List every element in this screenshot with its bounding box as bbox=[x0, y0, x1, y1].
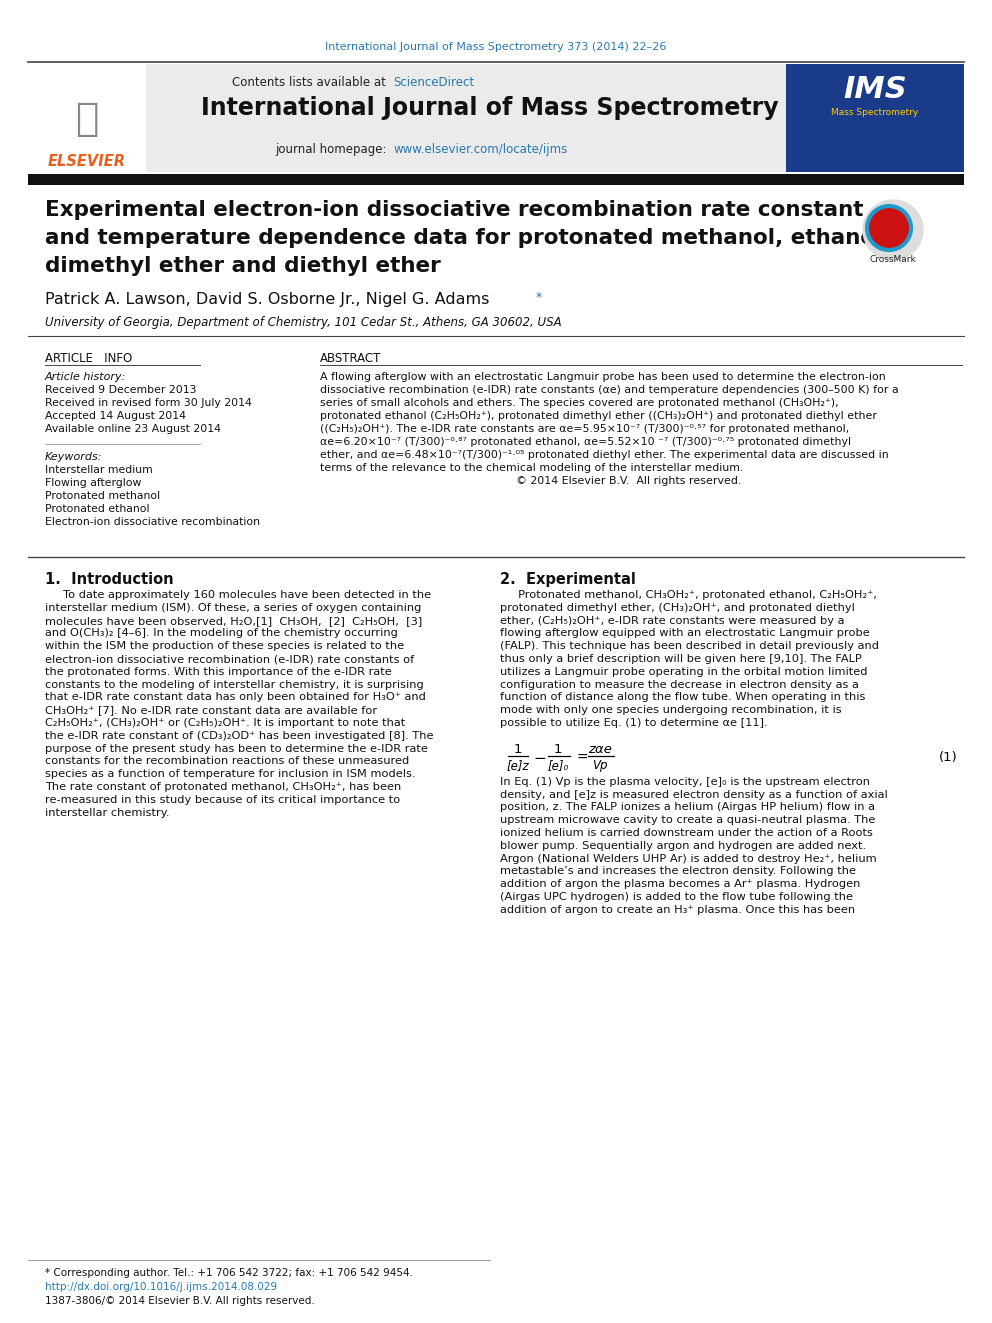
Text: In Eq. (1) Vp is the plasma velocity, [e]₀ is the upstream electron: In Eq. (1) Vp is the plasma velocity, [e… bbox=[500, 777, 870, 787]
Text: ELSEVIER: ELSEVIER bbox=[48, 153, 126, 169]
Text: blower pump. Sequentially argon and hydrogen are added next.: blower pump. Sequentially argon and hydr… bbox=[500, 841, 866, 851]
Text: constants to the modeling of interstellar chemistry, it is surprising: constants to the modeling of interstella… bbox=[45, 680, 424, 689]
Text: protonated dimethyl ether, (CH₃)₂OH⁺, and protonated diethyl: protonated dimethyl ether, (CH₃)₂OH⁺, an… bbox=[500, 603, 855, 613]
Text: Interstellar medium: Interstellar medium bbox=[45, 464, 153, 475]
Text: [e]z: [e]z bbox=[507, 759, 530, 771]
Text: addition of argon to create an H₃⁺ plasma. Once this has been: addition of argon to create an H₃⁺ plasm… bbox=[500, 905, 855, 914]
Text: Flowing afterglow: Flowing afterglow bbox=[45, 478, 142, 488]
Text: ARTICLE   INFO: ARTICLE INFO bbox=[45, 352, 132, 365]
Text: (Airgas UPC hydrogen) is added to the flow tube following the: (Airgas UPC hydrogen) is added to the fl… bbox=[500, 892, 853, 902]
Text: metastable’s and increases the electron density. Following the: metastable’s and increases the electron … bbox=[500, 867, 856, 876]
Text: series of small alcohols and ethers. The species covered are protonated methanol: series of small alcohols and ethers. The… bbox=[320, 398, 838, 407]
Text: 🌿: 🌿 bbox=[75, 101, 98, 138]
Text: within the ISM the production of these species is related to the: within the ISM the production of these s… bbox=[45, 642, 404, 651]
Text: The rate constant of protonated methanol, CH₃OH₂⁺, has been: The rate constant of protonated methanol… bbox=[45, 782, 401, 792]
Text: thus only a brief description will be given here [9,10]. The FALP: thus only a brief description will be gi… bbox=[500, 654, 862, 664]
Text: ScienceDirect: ScienceDirect bbox=[393, 75, 474, 89]
Bar bbox=[786, 64, 964, 172]
Text: interstellar chemistry.: interstellar chemistry. bbox=[45, 807, 170, 818]
Text: utilizes a Langmuir probe operating in the orbital motion limited: utilizes a Langmuir probe operating in t… bbox=[500, 667, 867, 677]
Text: International Journal of Mass Spectrometry: International Journal of Mass Spectromet… bbox=[201, 97, 779, 120]
Text: Contents lists available at: Contents lists available at bbox=[232, 75, 390, 89]
Text: http://dx.doi.org/10.1016/j.ijms.2014.08.029: http://dx.doi.org/10.1016/j.ijms.2014.08… bbox=[45, 1282, 277, 1293]
Text: function of distance along the flow tube. When operating in this: function of distance along the flow tube… bbox=[500, 692, 865, 703]
Text: (1): (1) bbox=[939, 750, 958, 763]
Text: Article history:: Article history: bbox=[45, 372, 126, 382]
Bar bbox=[28, 175, 964, 185]
Text: CH₃OH₂⁺ [7]. No e-IDR rate constant data are available for: CH₃OH₂⁺ [7]. No e-IDR rate constant data… bbox=[45, 705, 377, 716]
Text: Keywords:: Keywords: bbox=[45, 452, 102, 462]
Text: Vp: Vp bbox=[592, 759, 608, 771]
Text: that e-IDR rate constant data has only been obtained for H₃O⁺ and: that e-IDR rate constant data has only b… bbox=[45, 692, 426, 703]
Text: Patrick A. Lawson, David S. Osborne Jr., Nigel G. Adams: Patrick A. Lawson, David S. Osborne Jr.,… bbox=[45, 292, 489, 307]
Text: [e]₀: [e]₀ bbox=[548, 759, 568, 771]
Text: upstream microwave cavity to create a quasi-neutral plasma. The: upstream microwave cavity to create a qu… bbox=[500, 815, 875, 826]
Text: electron-ion dissociative recombination (e-IDR) rate constants of: electron-ion dissociative recombination … bbox=[45, 654, 415, 664]
Text: the e-IDR rate constant of (CD₃)₂OD⁺ has been investigated [8]. The: the e-IDR rate constant of (CD₃)₂OD⁺ has… bbox=[45, 730, 434, 741]
Text: 2.  Experimental: 2. Experimental bbox=[500, 572, 636, 587]
Text: dissociative recombination (e-IDR) rate constants (αe) and temperature dependenc: dissociative recombination (e-IDR) rate … bbox=[320, 385, 899, 396]
Text: 1: 1 bbox=[514, 742, 522, 755]
Text: re-measured in this study because of its critical importance to: re-measured in this study because of its… bbox=[45, 795, 400, 804]
Text: position, z. The FALP ionizes a helium (Airgas HP helium) flow in a: position, z. The FALP ionizes a helium (… bbox=[500, 803, 875, 812]
Text: IMS: IMS bbox=[843, 75, 907, 105]
Text: 1.  Introduction: 1. Introduction bbox=[45, 572, 174, 587]
Text: CrossMark: CrossMark bbox=[870, 255, 917, 265]
Text: interstellar medium (ISM). Of these, a series of oxygen containing: interstellar medium (ISM). Of these, a s… bbox=[45, 603, 422, 613]
Text: Argon (National Welders UHP Ar) is added to destroy He₂⁺, helium: Argon (National Welders UHP Ar) is added… bbox=[500, 853, 877, 864]
Text: and temperature dependence data for protonated methanol, ethanol,: and temperature dependence data for prot… bbox=[45, 228, 891, 247]
Text: addition of argon the plasma becomes a Ar⁺ plasma. Hydrogen: addition of argon the plasma becomes a A… bbox=[500, 880, 860, 889]
Text: Experimental electron-ion dissociative recombination rate constant: Experimental electron-ion dissociative r… bbox=[45, 200, 863, 220]
Text: terms of the relevance to the chemical modeling of the interstellar medium.: terms of the relevance to the chemical m… bbox=[320, 463, 743, 474]
Text: Protonated methanol, CH₃OH₂⁺, protonated ethanol, C₂H₅OH₂⁺,: Protonated methanol, CH₃OH₂⁺, protonated… bbox=[500, 590, 877, 601]
Text: Protonated methanol: Protonated methanol bbox=[45, 491, 160, 501]
Bar bbox=[28, 64, 786, 172]
Text: 1: 1 bbox=[554, 742, 562, 755]
Text: flowing afterglow equipped with an electrostatic Langmuir probe: flowing afterglow equipped with an elect… bbox=[500, 628, 870, 639]
Circle shape bbox=[867, 206, 911, 250]
Text: * Corresponding author. Tel.: +1 706 542 3722; fax: +1 706 542 9454.: * Corresponding author. Tel.: +1 706 542… bbox=[45, 1267, 413, 1278]
Text: purpose of the present study has been to determine the e-IDR rate: purpose of the present study has been to… bbox=[45, 744, 428, 754]
Text: ABSTRACT: ABSTRACT bbox=[320, 352, 381, 365]
Text: International Journal of Mass Spectrometry 373 (2014) 22–26: International Journal of Mass Spectromet… bbox=[325, 42, 667, 52]
Text: zαe: zαe bbox=[588, 742, 612, 755]
Text: protonated ethanol (C₂H₅OH₂⁺), protonated dimethyl ether ((CH₃)₂OH⁺) and protona: protonated ethanol (C₂H₅OH₂⁺), protonate… bbox=[320, 411, 877, 421]
Text: ((C₂H₅)₂OH⁺). The e-IDR rate constants are αe=5.95×10⁻⁷ (T/300)⁻⁰·⁵⁷ for protona: ((C₂H₅)₂OH⁺). The e-IDR rate constants a… bbox=[320, 423, 849, 434]
Text: dimethyl ether and diethyl ether: dimethyl ether and diethyl ether bbox=[45, 255, 440, 277]
Text: C₂H₅OH₂⁺, (CH₃)₂OH⁺ or (C₂H₅)₂OH⁺. It is important to note that: C₂H₅OH₂⁺, (CH₃)₂OH⁺ or (C₂H₅)₂OH⁺. It is… bbox=[45, 718, 406, 728]
Text: Accepted 14 August 2014: Accepted 14 August 2014 bbox=[45, 411, 186, 421]
Text: Electron-ion dissociative recombination: Electron-ion dissociative recombination bbox=[45, 517, 260, 527]
Text: configuration to measure the decrease in electron density as a: configuration to measure the decrease in… bbox=[500, 680, 859, 689]
Text: ether, and αe=6.48×10⁻⁷(T/300)⁻¹·⁰⁵ protonated diethyl ether. The experimental d: ether, and αe=6.48×10⁻⁷(T/300)⁻¹·⁰⁵ prot… bbox=[320, 450, 889, 460]
Text: species as a function of temperature for inclusion in ISM models.: species as a function of temperature for… bbox=[45, 769, 416, 779]
Text: journal homepage:: journal homepage: bbox=[275, 143, 390, 156]
Text: © 2014 Elsevier B.V.  All rights reserved.: © 2014 Elsevier B.V. All rights reserved… bbox=[320, 476, 741, 486]
Text: Received in revised form 30 July 2014: Received in revised form 30 July 2014 bbox=[45, 398, 252, 407]
Text: =: = bbox=[576, 750, 588, 765]
Text: Protonated ethanol: Protonated ethanol bbox=[45, 504, 150, 515]
Text: −: − bbox=[534, 750, 547, 766]
Text: Available online 23 August 2014: Available online 23 August 2014 bbox=[45, 423, 221, 434]
Text: University of Georgia, Department of Chemistry, 101 Cedar St., Athens, GA 30602,: University of Georgia, Department of Che… bbox=[45, 316, 561, 329]
Text: Received 9 December 2013: Received 9 December 2013 bbox=[45, 385, 196, 396]
Text: www.elsevier.com/locate/ijms: www.elsevier.com/locate/ijms bbox=[393, 143, 567, 156]
Text: αe=6.20×10⁻⁷ (T/300)⁻⁰·⁸⁷ protonated ethanol, αe=5.52×10 ⁻⁷ (T/300)⁻⁰·⁷⁵ protona: αe=6.20×10⁻⁷ (T/300)⁻⁰·⁸⁷ protonated eth… bbox=[320, 437, 851, 447]
Text: density, and [e]z is measured electron density as a function of axial: density, and [e]z is measured electron d… bbox=[500, 790, 888, 799]
Text: Mass Spectrometry: Mass Spectrometry bbox=[831, 108, 919, 116]
Text: ether, (C₂H₅)₂OH⁺, e-IDR rate constants were measured by a: ether, (C₂H₅)₂OH⁺, e-IDR rate constants … bbox=[500, 615, 844, 626]
Text: To date approximately 160 molecules have been detected in the: To date approximately 160 molecules have… bbox=[45, 590, 432, 601]
Text: and O(CH₃)₂ [4–6]. In the modeling of the chemistry occurring: and O(CH₃)₂ [4–6]. In the modeling of th… bbox=[45, 628, 398, 639]
Circle shape bbox=[863, 200, 923, 261]
Text: possible to utilize Eq. (1) to determine αe [11].: possible to utilize Eq. (1) to determine… bbox=[500, 718, 768, 728]
Text: ionized helium is carried downstream under the action of a Roots: ionized helium is carried downstream und… bbox=[500, 828, 873, 837]
Text: constants for the recombination reactions of these unmeasured: constants for the recombination reaction… bbox=[45, 757, 410, 766]
Text: *: * bbox=[536, 291, 543, 304]
Text: (FALP). This technique has been described in detail previously and: (FALP). This technique has been describe… bbox=[500, 642, 879, 651]
Text: molecules have been observed, H₂O,[1]  CH₃OH,  [2]  C₂H₅OH,  [3]: molecules have been observed, H₂O,[1] CH… bbox=[45, 615, 423, 626]
Text: 1387-3806/© 2014 Elsevier B.V. All rights reserved.: 1387-3806/© 2014 Elsevier B.V. All right… bbox=[45, 1297, 314, 1306]
Text: the protonated forms. With this importance of the e-IDR rate: the protonated forms. With this importan… bbox=[45, 667, 392, 677]
Text: mode with only one species undergoing recombination, it is: mode with only one species undergoing re… bbox=[500, 705, 841, 716]
Text: A flowing afterglow with an electrostatic Langmuir probe has been used to determ: A flowing afterglow with an electrostati… bbox=[320, 372, 886, 382]
Bar bbox=[28, 64, 146, 172]
